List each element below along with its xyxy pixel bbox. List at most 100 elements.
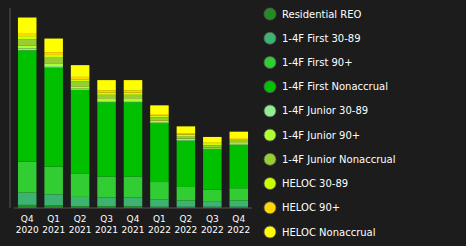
legend-label: 1-4F First 30-89 [282, 33, 361, 44]
bar-segment [18, 50, 37, 161]
bar-segment [124, 91, 143, 93]
bar-segment [230, 138, 249, 139]
y-axis-line [10, 8, 11, 208]
x-tick-label: Q22021 [69, 214, 92, 235]
chart: Q42020Q12021Q22021Q32021Q42021Q12022Q220… [0, 0, 466, 246]
bar-segment [124, 102, 143, 176]
x-tick-label: Q12022 [148, 214, 171, 235]
legend-swatch [264, 81, 276, 93]
legend-swatch [264, 56, 276, 68]
bar-segment [203, 189, 222, 201]
bar-segment [97, 91, 116, 93]
bar-segment [97, 80, 116, 91]
bar-segment [177, 126, 196, 133]
legend-label: HELOC Nonaccrual [282, 227, 376, 238]
bar-segment [150, 207, 169, 208]
legend-swatch [264, 178, 276, 190]
bar-segment [203, 144, 222, 145]
background [0, 0, 466, 246]
bar-segment [44, 55, 63, 58]
bar-segment [71, 79, 90, 81]
bar-segment [71, 89, 90, 90]
bar-segment [203, 201, 222, 207]
legend-label: HELOC 30-89 [282, 178, 348, 189]
bar-segment [44, 63, 63, 66]
bar-segment [230, 139, 249, 140]
x-tick-label: Q42020 [16, 214, 39, 235]
bar-segment [230, 144, 249, 146]
legend-swatch [264, 129, 276, 141]
bar-segment [203, 148, 222, 150]
bar-segment [71, 173, 90, 197]
bar-segment [230, 141, 249, 143]
legend-swatch [264, 8, 276, 20]
x-tick-label: Q22022 [174, 214, 197, 235]
bar-segment [124, 80, 143, 91]
bar-segment [150, 116, 169, 118]
bar-segment [177, 136, 196, 139]
x-tick-label: Q32021 [95, 214, 118, 235]
bar-segment [177, 133, 196, 134]
bar-segment [124, 93, 143, 95]
bar-segment [150, 121, 169, 123]
x-tick-label: Q42021 [122, 214, 145, 235]
bar-segment [97, 102, 116, 176]
bar-segment [124, 206, 143, 208]
bar-segment [177, 139, 196, 140]
bar-segment [124, 197, 143, 206]
legend-label: 1-4F Junior 30-89 [282, 105, 368, 116]
bar-segment [203, 207, 222, 208]
bar-segment [18, 48, 37, 50]
bar-segment [97, 101, 116, 102]
bar-segment [71, 65, 90, 77]
bar-segment [177, 187, 196, 201]
bar-segment [177, 139, 196, 141]
x-tick-label: Q12021 [42, 214, 65, 235]
bar-segment [44, 167, 63, 195]
bar-segment [97, 206, 116, 208]
bar-segment [71, 86, 90, 88]
bar-segment [150, 199, 169, 206]
bar-segment [203, 143, 222, 144]
bar-segment [18, 45, 37, 48]
bar-segment [230, 143, 249, 144]
legend-swatch [264, 105, 276, 117]
legend-swatch [264, 32, 276, 44]
x-tick-label: Q42022 [227, 214, 250, 235]
bar-segment [97, 93, 116, 95]
bar-segment [18, 162, 37, 193]
legend-swatch [264, 153, 276, 165]
bar-segment [150, 182, 169, 199]
bar-segment [177, 135, 196, 136]
bar-segment [44, 194, 63, 205]
bar-segment [203, 148, 222, 149]
bar-segment [18, 39, 37, 45]
bar-segment [150, 114, 169, 116]
bar-segment [18, 193, 37, 205]
bar-segment [177, 141, 196, 187]
bar-segment [97, 197, 116, 206]
bar-segment [44, 68, 63, 167]
legend-label: 1-4F Junior Nonaccrual [282, 154, 396, 165]
bar-segment [124, 95, 143, 99]
bar-segment [71, 206, 90, 208]
legend-label: 1-4F Junior 90+ [282, 130, 360, 141]
bar-segment [18, 205, 37, 208]
bar-segment [203, 145, 222, 147]
bar-segment [150, 117, 169, 120]
bar-segment [150, 105, 169, 114]
bar-segment [230, 132, 249, 138]
bars [18, 18, 248, 208]
bar-segment [18, 33, 37, 36]
bar-segment [203, 149, 222, 189]
bar-segment [71, 82, 90, 87]
bar-segment [97, 95, 116, 99]
bar-segment [44, 52, 63, 55]
bar-segment [71, 90, 90, 173]
bar-segment [97, 99, 116, 101]
legend-swatch [264, 226, 276, 238]
bar-segment [150, 123, 169, 182]
bar-segment [124, 176, 143, 197]
bar-segment [177, 207, 196, 208]
bar-segment [18, 36, 37, 39]
